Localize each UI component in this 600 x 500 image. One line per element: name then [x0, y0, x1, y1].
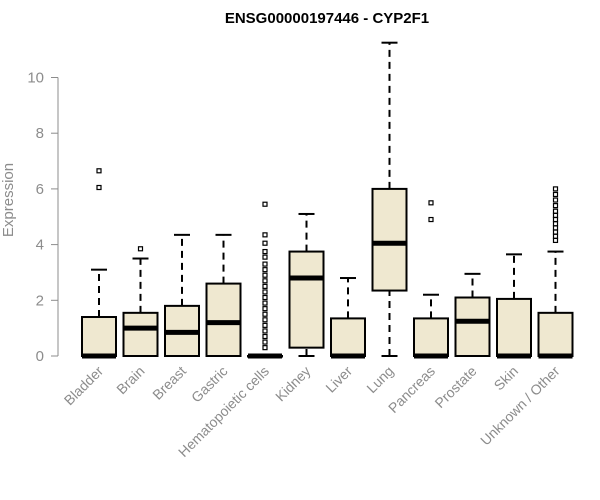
box-bladder: [81, 168, 117, 359]
x-category-label: Lung: [363, 363, 396, 396]
x-category-label: Breast: [149, 363, 189, 403]
x-category-label: Liver: [322, 363, 355, 396]
boxes-layer: [81, 41, 574, 359]
iqr-box: [454, 296, 491, 358]
x-category-label: Bladder: [61, 363, 107, 409]
outlier-point: [262, 283, 268, 289]
y-tick-label: 0: [36, 348, 44, 365]
outlier-point: [552, 237, 559, 244]
box-pancreas: [413, 200, 449, 359]
outlier-point: [262, 254, 268, 260]
outlier-point: [552, 229, 559, 235]
outlier-point: [262, 201, 268, 207]
y-tick-label: 10: [27, 70, 44, 87]
iqr-box: [288, 250, 325, 349]
iqr-box: [122, 311, 159, 357]
outlier-point: [262, 240, 268, 246]
outlier-point: [552, 225, 559, 231]
y-tick-label: 2: [36, 292, 44, 309]
iqr-box: [496, 297, 532, 357]
outlier-point: [552, 203, 559, 209]
outlier-point: [262, 333, 268, 340]
outlier-point: [262, 278, 268, 284]
y-tick-label: 4: [36, 237, 44, 254]
y-tick-label: 6: [36, 181, 44, 198]
outlier-point: [262, 300, 268, 306]
box-kidney: [288, 212, 325, 357]
outlier-point: [262, 322, 268, 328]
outlier-point: [428, 200, 434, 206]
box-lung: [371, 41, 408, 357]
outlier-point: [262, 232, 268, 238]
iqr-box: [205, 282, 242, 357]
outlier-point: [552, 191, 559, 198]
iqr-box: [330, 317, 366, 357]
box-breast: [164, 233, 200, 357]
outlier-point: [262, 294, 268, 301]
box-prostate: [454, 272, 491, 358]
outlier-point: [552, 186, 559, 192]
outlier-point: [552, 208, 559, 214]
outlier-point: [262, 328, 268, 334]
iqr-box: [537, 311, 574, 357]
x-category-label: Kidney: [272, 363, 314, 405]
y-tick-label: 8: [36, 125, 44, 142]
outlier-point: [96, 168, 102, 174]
outlier-point: [552, 197, 559, 203]
x-category-label: Skin: [491, 363, 522, 394]
box-brain: [122, 246, 159, 357]
box-skin: [496, 253, 532, 359]
outlier-point: [552, 221, 559, 227]
box-gastric: [205, 233, 242, 357]
chart-title: ENSG00000197446 - CYP2F1: [225, 10, 429, 27]
outlier-point: [262, 339, 268, 345]
outlier-point: [262, 345, 268, 351]
iqr-box: [413, 317, 449, 357]
outlier-point: [262, 311, 268, 317]
outlier-point: [552, 233, 559, 239]
iqr-box: [371, 187, 408, 292]
outlier-point: [262, 261, 268, 267]
outlier-point: [96, 184, 102, 191]
y-axis-label: Expression: [0, 163, 17, 237]
outlier-point: [262, 306, 268, 312]
iqr-box: [81, 316, 117, 358]
outlier-point: [552, 216, 559, 223]
box-unknown-other: [537, 186, 574, 359]
y-axis: 0 2 4 6 8 10: [27, 70, 59, 365]
outlier-point: [428, 216, 434, 223]
outlier-point: [262, 248, 268, 255]
box-liver: [330, 277, 366, 359]
outlier-point: [137, 246, 144, 252]
x-category-label: Unknown / Other: [477, 363, 563, 449]
outlier-point: [262, 289, 268, 295]
x-category-label: Prostate: [431, 363, 479, 411]
outlier-point: [262, 317, 268, 323]
box-hematopoietic-cells: [247, 201, 283, 359]
x-category-label: Brain: [113, 363, 147, 397]
outlier-point: [262, 267, 268, 273]
outlier-point: [552, 212, 559, 218]
outlier-point: [262, 272, 268, 278]
